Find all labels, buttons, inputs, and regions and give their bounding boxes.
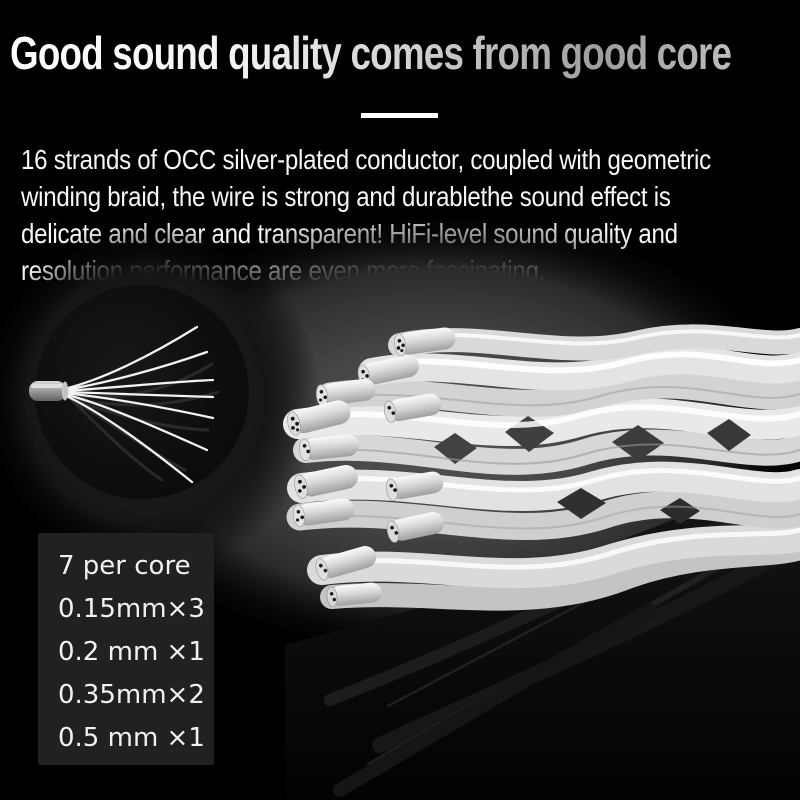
braid-gaps bbox=[434, 416, 751, 524]
description-line: 16 strands of OCC silver-plated conducto… bbox=[21, 144, 711, 175]
wire-inset-image bbox=[29, 285, 249, 499]
spec-line: 7 per core bbox=[58, 551, 191, 581]
page-title: Good sound quality comes from good core bbox=[10, 27, 732, 79]
spec-line: 0.5 mm ×1 bbox=[58, 723, 205, 753]
spec-line: 0.35mm×2 bbox=[58, 680, 205, 710]
spec-line: 0.2 mm ×1 bbox=[58, 637, 205, 667]
title-divider bbox=[361, 113, 438, 118]
spec-line: 0.15mm×3 bbox=[58, 594, 205, 624]
inset-wire-strands bbox=[62, 325, 215, 484]
inset-cable-sheath bbox=[29, 381, 69, 401]
main-cable-image bbox=[0, 207, 800, 800]
description-line: winding braid, the wire is strong and du… bbox=[21, 181, 671, 212]
spec-panel: 7 per core 0.15mm×3 0.2 mm ×1 0.35mm×2 0.5 m… bbox=[38, 533, 214, 765]
braided-cable bbox=[283, 324, 800, 611]
cable-tips bbox=[287, 327, 456, 608]
